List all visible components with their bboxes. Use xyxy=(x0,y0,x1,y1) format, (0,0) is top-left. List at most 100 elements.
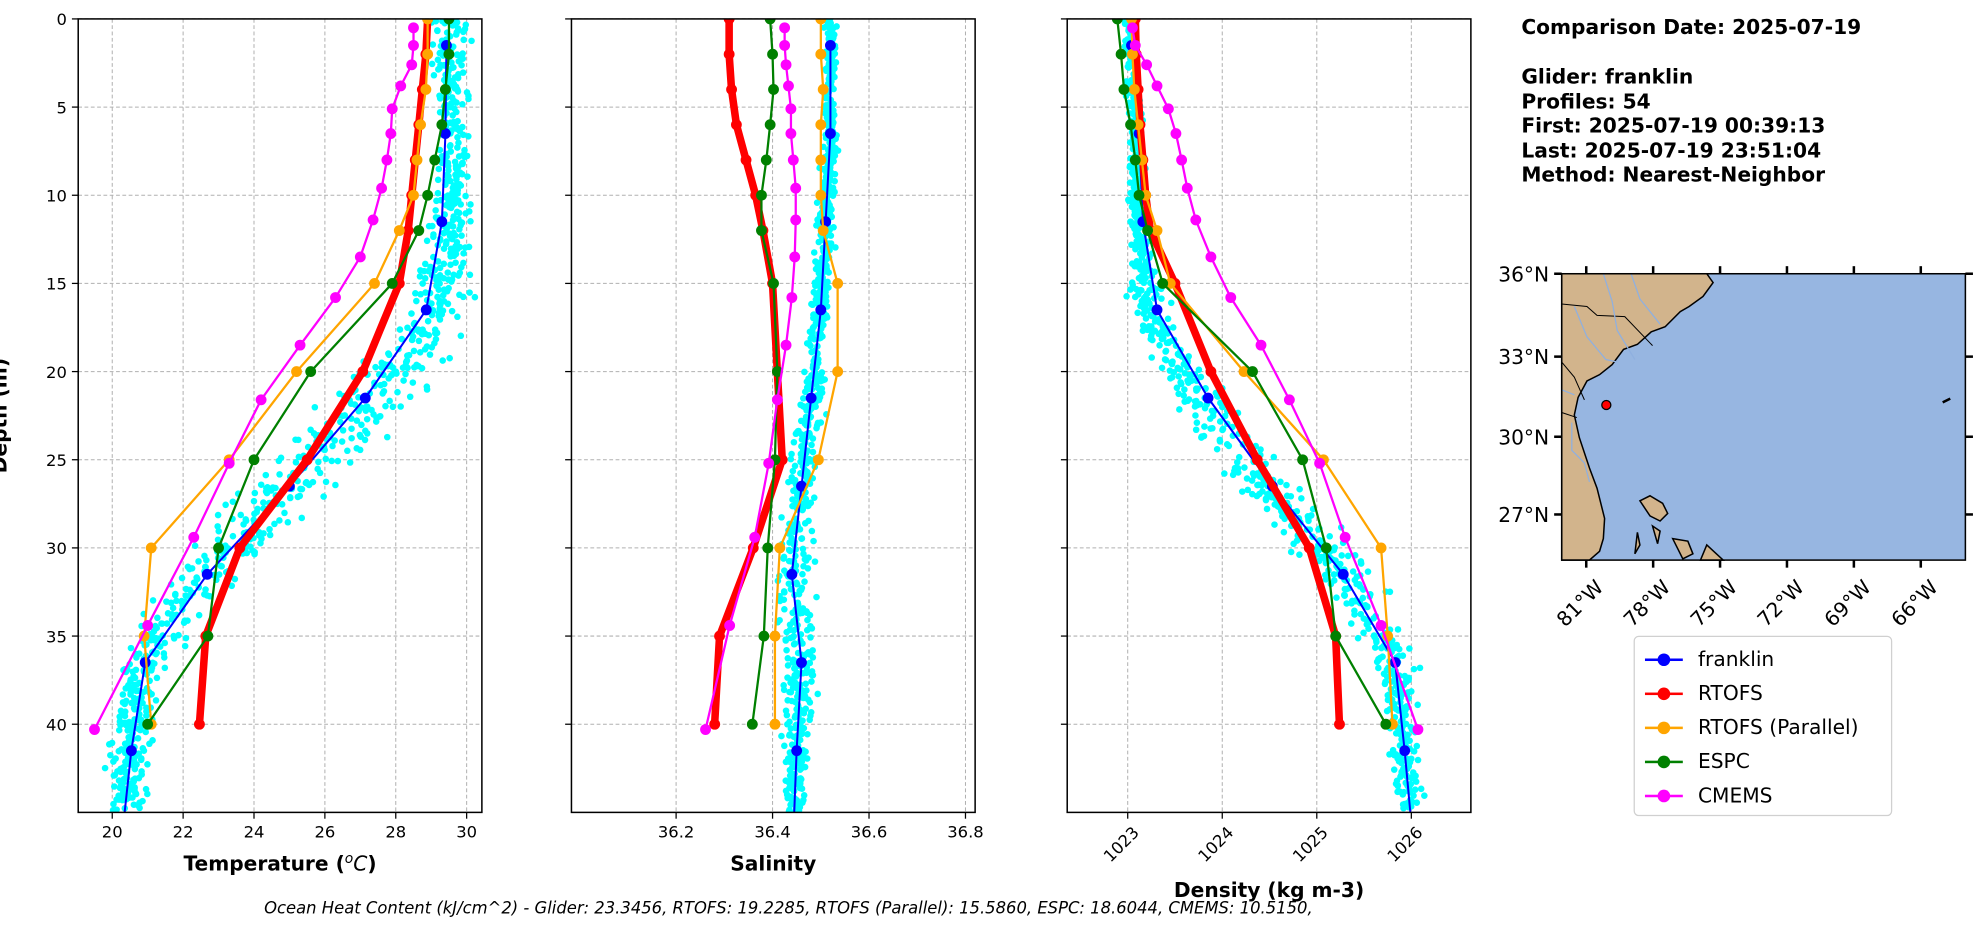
scatter-point xyxy=(455,209,463,217)
scatter-point xyxy=(182,585,190,593)
scatter-point xyxy=(1134,309,1141,317)
data-point xyxy=(408,189,419,201)
scatter-point xyxy=(1399,652,1407,659)
scatter-point xyxy=(133,761,140,768)
scatter-point xyxy=(797,417,805,425)
data-point xyxy=(791,745,803,757)
scatter-point xyxy=(459,100,466,108)
scatter-point xyxy=(815,265,822,272)
scatter-point xyxy=(454,86,461,94)
scatter-point xyxy=(810,323,818,331)
lat-tick-label: 36°N xyxy=(1498,262,1549,286)
data-point xyxy=(385,128,397,139)
scatter-point xyxy=(1219,425,1227,433)
scatter-point xyxy=(278,501,286,508)
scatter-point xyxy=(178,598,185,605)
scatter-point xyxy=(452,259,459,267)
x-label-suffix: ) xyxy=(367,851,376,875)
scatter-point xyxy=(419,326,426,333)
scatter-point xyxy=(1188,377,1195,384)
scatter-point xyxy=(1296,485,1303,493)
scatter-point xyxy=(820,321,827,329)
scatter-point xyxy=(798,609,806,617)
scatter-point xyxy=(804,616,811,624)
data-point xyxy=(1170,128,1182,139)
scatter-point xyxy=(1402,706,1409,714)
lon-tick-label: 78°W xyxy=(1619,575,1675,631)
data-point xyxy=(291,366,302,378)
scatter-point xyxy=(1147,311,1154,319)
scatter-point xyxy=(338,438,346,445)
y-tick-label: 35 xyxy=(46,627,67,646)
data-point xyxy=(790,214,802,226)
scatter-point xyxy=(275,457,283,465)
scatter-point xyxy=(229,498,237,506)
scatter-point xyxy=(122,697,130,705)
scatter-point xyxy=(795,775,803,783)
scatter-point xyxy=(450,229,457,237)
scatter-point xyxy=(788,450,795,458)
x-tick-label: 28 xyxy=(385,823,406,842)
scatter-point xyxy=(830,62,837,70)
scatter-point xyxy=(1364,568,1372,575)
scatter-point xyxy=(1126,179,1134,186)
scatter-point xyxy=(404,324,411,332)
data-point xyxy=(357,366,369,378)
data-point xyxy=(422,48,434,60)
scatter-point xyxy=(130,801,138,809)
x-tick-label: 1024 xyxy=(1194,823,1237,866)
temperature-panel: 20 22 24 26 28 30 0 5 10 15 20 25 30 35 40 Temperature … xyxy=(46,10,483,875)
scatter-point xyxy=(276,517,283,524)
glider-location-marker xyxy=(1601,399,1612,411)
data-point xyxy=(815,18,827,25)
scatter-point xyxy=(826,18,834,23)
scatter-point xyxy=(332,481,339,489)
data-point xyxy=(805,392,817,404)
scatter-point xyxy=(1410,665,1418,673)
scatter-point xyxy=(803,755,811,762)
scatter-point xyxy=(1371,644,1379,651)
scatter-point xyxy=(462,210,470,217)
scatter-point xyxy=(1360,629,1367,637)
scatter-point xyxy=(811,558,819,565)
scatter-point xyxy=(112,755,119,762)
legend-item: RTOFS (Parallel) xyxy=(1644,710,1891,744)
scatter-point xyxy=(1177,379,1184,386)
scatter-point xyxy=(436,95,444,102)
data-point xyxy=(202,630,214,642)
scatter-point xyxy=(1248,477,1256,484)
data-point xyxy=(785,128,797,139)
scatter-point xyxy=(1343,585,1350,593)
scatter-point xyxy=(142,728,150,736)
scatter-point xyxy=(790,438,798,446)
scatter-point xyxy=(129,668,137,676)
scatter-point xyxy=(389,403,397,411)
y-tick-label: 15 xyxy=(46,275,67,294)
scatter-point xyxy=(237,511,245,519)
data-point xyxy=(767,48,778,60)
scatter-point xyxy=(789,502,796,510)
scatter-point xyxy=(780,588,788,595)
scatter-point xyxy=(1330,571,1338,578)
scatter-point xyxy=(242,517,250,525)
legend-label: ESPC xyxy=(1697,749,1750,774)
map-frame xyxy=(1560,272,1967,561)
data-point xyxy=(1128,84,1140,95)
info-text-block: Comparison Date: 2025-07-19 Glider: frank… xyxy=(1521,15,1861,187)
scatter-point xyxy=(262,488,270,495)
data-point xyxy=(367,214,379,226)
scatter-point xyxy=(1396,788,1404,795)
scatter-point xyxy=(358,421,365,429)
legend-label: franklin xyxy=(1697,647,1775,672)
scatter-point xyxy=(286,493,294,501)
data-point xyxy=(709,718,721,730)
scatter-point xyxy=(1407,723,1415,731)
data-point xyxy=(436,119,448,131)
data-point xyxy=(1118,84,1130,95)
scatter-point xyxy=(808,441,815,449)
island xyxy=(1671,537,1694,560)
data-point xyxy=(1181,182,1193,194)
scatter-point xyxy=(802,495,810,503)
scatter-point xyxy=(1196,401,1204,408)
data-point xyxy=(420,304,432,316)
